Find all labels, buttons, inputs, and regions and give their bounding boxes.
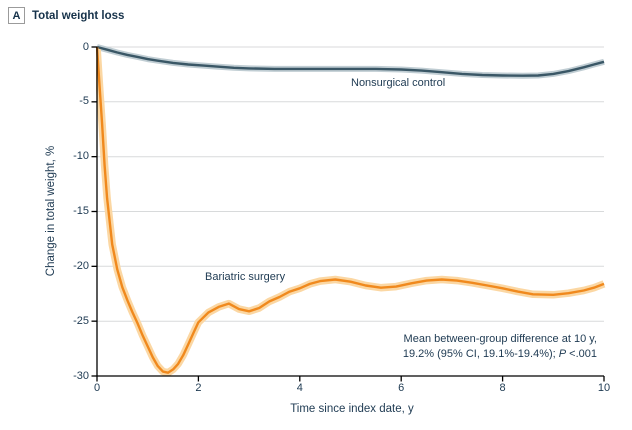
y-axis-title: Change in total weight, %: [45, 145, 57, 277]
x-tick-label: 10: [597, 382, 611, 394]
y-tick-label: 0: [82, 40, 89, 53]
x-tick-label: 2: [195, 382, 202, 394]
annotation-line-2: 19.2% (95% CI, 19.1%-19.4%); P <.001: [402, 348, 597, 360]
x-tick-label: 6: [398, 382, 405, 394]
between-group-difference-annotation: Mean between-group difference at 10 y, 1…: [403, 332, 597, 362]
ci-band-bariatric: [96, 46, 606, 377]
panel-label: A: [12, 10, 21, 22]
x-tick-label: 4: [296, 382, 303, 394]
series-label-nonsurgical-control: Nonsurgical control: [351, 77, 446, 89]
annotation-line-1: Mean between-group difference at 10 y,: [403, 333, 597, 345]
x-tick-label: 8: [499, 382, 506, 394]
y-tick-label: -15: [73, 205, 89, 217]
line-bariatric-surgery: [96, 46, 605, 374]
panel-label-box: A: [8, 7, 25, 24]
y-tick-label: -10: [73, 150, 89, 163]
x-axis-title: Time since index date, y: [290, 403, 414, 415]
line-nonsurgical-control: [96, 45, 605, 77]
series-label-bariatric-surgery: Bariatric surgery: [205, 271, 286, 283]
y-tick-label: -20: [73, 259, 89, 272]
y-tick-label: -25: [73, 314, 89, 327]
y-tick-label: -5: [79, 95, 89, 108]
x-tick-label: 0: [93, 382, 101, 394]
y-tick-label: -30: [73, 369, 89, 382]
ci-band-nonsurgical: [96, 44, 605, 79]
panel-title: Total weight loss: [32, 10, 125, 22]
